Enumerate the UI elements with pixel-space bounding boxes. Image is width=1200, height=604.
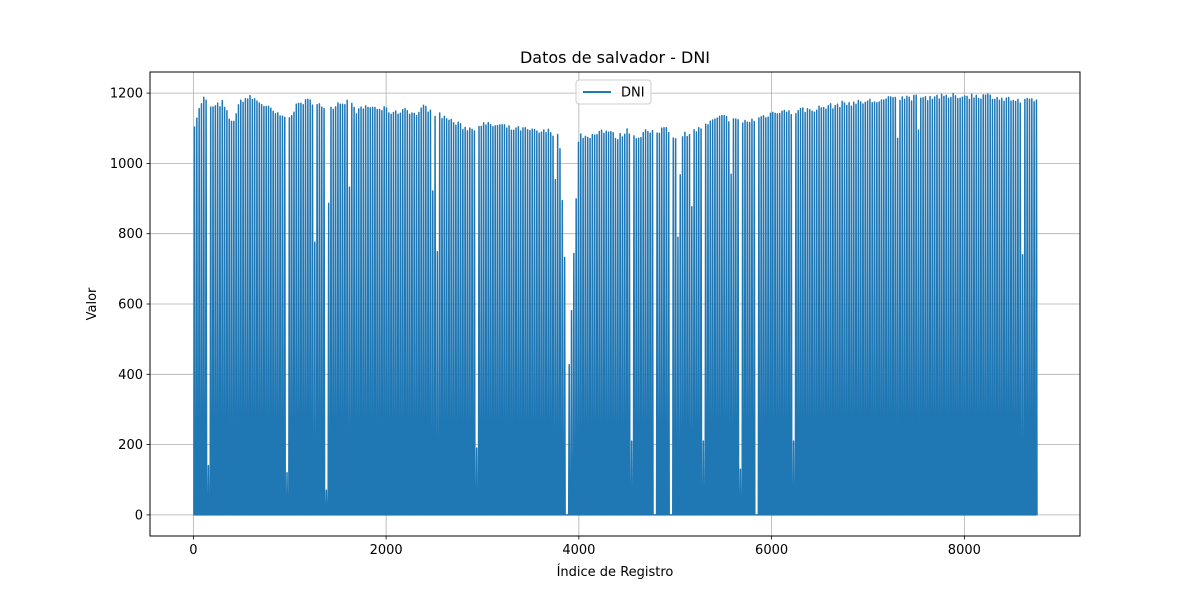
y-tick-label: 1000	[110, 157, 143, 172]
x-axis: 0 2000 4000 6000 8000	[189, 536, 981, 558]
chart-title: Datos de salvador - DNI	[520, 48, 710, 67]
y-tick-label: 200	[118, 438, 143, 453]
legend: DNI	[575, 79, 652, 105]
y-axis: 0 200 400 600 800 1000 1200	[110, 87, 150, 523]
series-line-dni	[193, 92, 1038, 516]
x-tick-label: 0	[189, 543, 197, 558]
y-tick-label: 0	[135, 508, 143, 523]
y-tick-label: 400	[118, 368, 143, 383]
x-tick-label: 2000	[370, 543, 403, 558]
x-tick-label: 4000	[562, 543, 595, 558]
y-tick-label: 800	[118, 227, 143, 242]
y-tick-label: 1200	[110, 87, 143, 102]
legend-box	[575, 79, 652, 105]
x-tick-label: 8000	[948, 543, 981, 558]
legend-label-dni: DNI	[621, 86, 645, 101]
y-tick-label: 600	[118, 298, 143, 313]
series-layer	[193, 92, 1038, 516]
y-axis-label: Valor	[85, 287, 100, 320]
x-tick-label: 6000	[755, 543, 788, 558]
x-axis-label: Índice de Registro	[557, 564, 674, 580]
